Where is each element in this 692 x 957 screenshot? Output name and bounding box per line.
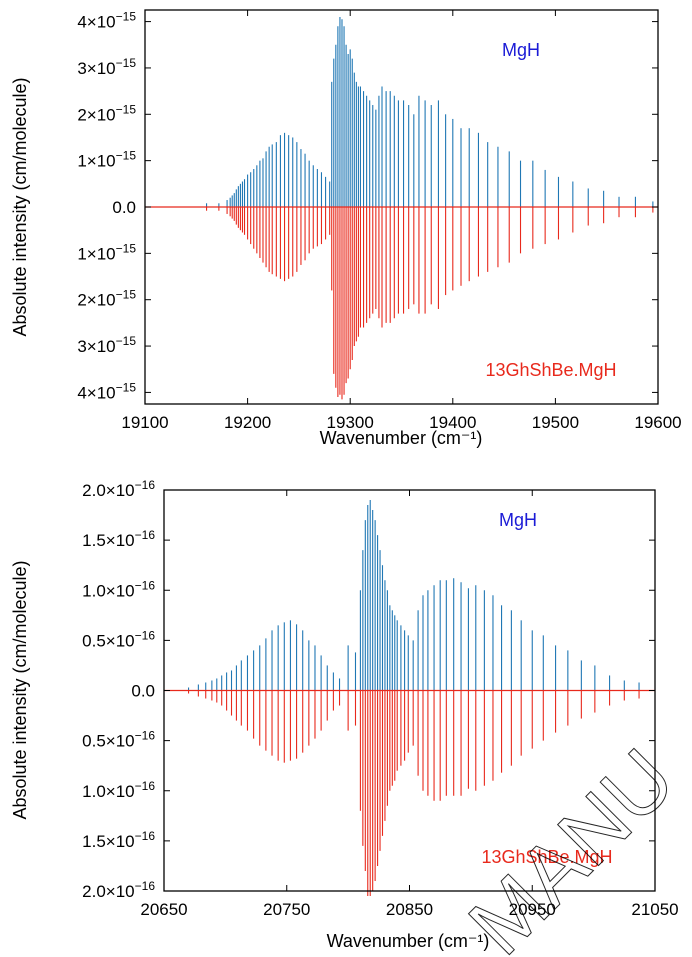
y-tick-label: 0.5×10−16 (82, 729, 155, 751)
chart-top-x-axis-label: Wavenumber (cm⁻¹) (320, 428, 483, 448)
y-tick-label: 0.0 (112, 198, 136, 217)
x-tick-label: 19500 (532, 413, 579, 432)
x-tick-label: 20950 (509, 900, 556, 919)
y-tick-label: 3×10−15 (77, 334, 136, 356)
chart-bottom-x-axis-label: Wavenumber (cm⁻¹) (327, 931, 490, 951)
y-tick-label: 1.0×10−16 (82, 578, 155, 600)
y-tick-label: 2×10−15 (77, 102, 136, 124)
y-tick-label: 1×10−15 (77, 241, 136, 263)
manuscript-watermark: MANU (451, 731, 692, 957)
x-tick-label: 20750 (263, 900, 310, 919)
y-tick-label: 3×10−15 (77, 56, 136, 78)
y-tick-label: 2.0×10−16 (82, 879, 155, 901)
x-tick-label: 20850 (386, 900, 433, 919)
chart-bottom-y-axis-label: Absolute intensity (cm/molecule) (10, 560, 30, 819)
x-tick-label: 21050 (631, 900, 678, 919)
y-tick-label: 1×10−15 (77, 149, 136, 171)
y-tick-label: 2×10−15 (77, 288, 136, 310)
x-tick-label: 20650 (140, 900, 187, 919)
y-tick-label: 0.0 (131, 682, 155, 701)
x-tick-label: 19400 (429, 413, 476, 432)
x-tick-label: 19600 (634, 413, 681, 432)
chart-bottom-legend-mgh: MgH (499, 510, 537, 530)
chart-top: 19100 19200 19300 19400 19500 19600 4×10−15 3×1… (10, 9, 682, 448)
chart-top-ticks: 19100 19200 19300 19400 19500 19600 4×10−15 3×1… (77, 10, 681, 432)
chart-top-legend-mgh: MgH (502, 40, 540, 60)
chart-bottom-legend-13ghshbe: 13GhShBe.MgH (481, 847, 612, 867)
chart-top-y-axis-label: Absolute intensity (cm/molecule) (10, 77, 30, 336)
y-tick-label: 1.5×10−16 (82, 829, 155, 851)
y-tick-label: 1.5×10−16 (82, 528, 155, 550)
x-tick-label: 19300 (327, 413, 374, 432)
y-tick-label: 2.0×10−16 (82, 478, 155, 500)
chart-top-legend-13ghshbe: 13GhShBe.MgH (485, 360, 616, 380)
y-tick-label: 4×10−15 (77, 10, 136, 32)
y-tick-label: 1.0×10−16 (82, 779, 155, 801)
y-tick-label: 4×10−15 (77, 380, 136, 402)
x-tick-label: 19100 (121, 413, 168, 432)
y-tick-label: 0.5×10−16 (82, 628, 155, 650)
x-tick-label: 19200 (224, 413, 271, 432)
chart-top-data (145, 16, 658, 400)
chart-bottom-data (164, 500, 655, 897)
